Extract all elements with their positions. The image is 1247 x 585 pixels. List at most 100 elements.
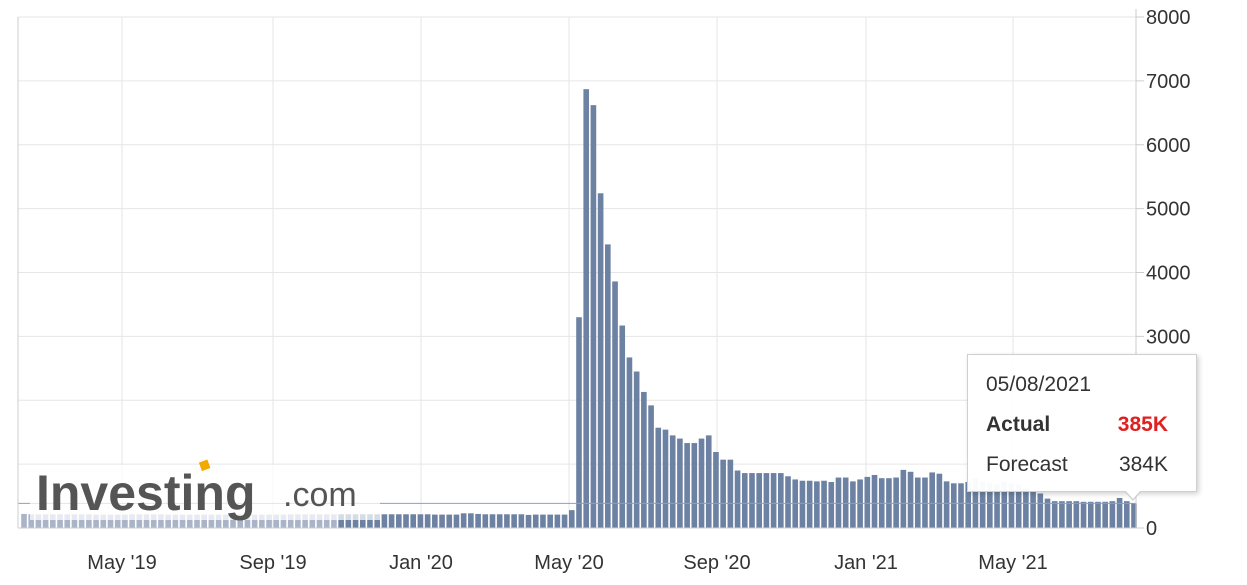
bar[interactable] [352, 514, 359, 528]
bar[interactable] [417, 514, 424, 528]
bar[interactable] [410, 514, 417, 528]
bar[interactable] [381, 514, 388, 528]
bar[interactable] [323, 514, 330, 528]
bar[interactable] [1059, 501, 1065, 528]
bar[interactable] [814, 481, 820, 528]
bar[interactable] [965, 482, 972, 528]
bar[interactable] [107, 514, 114, 528]
bar[interactable] [1044, 498, 1051, 528]
bar[interactable] [122, 514, 128, 528]
bar[interactable] [532, 514, 539, 528]
bar[interactable] [778, 473, 784, 528]
bar[interactable] [763, 473, 770, 528]
bar[interactable] [150, 514, 157, 528]
bar[interactable] [78, 514, 85, 528]
bar[interactable] [460, 513, 467, 528]
bar[interactable] [266, 514, 272, 528]
bar[interactable] [302, 514, 308, 528]
bar[interactable] [540, 514, 546, 528]
bar[interactable] [158, 514, 164, 528]
bar[interactable] [799, 480, 806, 528]
bar[interactable] [1030, 490, 1036, 528]
bar[interactable] [237, 514, 244, 528]
bar[interactable] [432, 514, 438, 528]
bar[interactable] [316, 514, 323, 528]
bar[interactable] [511, 514, 517, 528]
bar[interactable] [208, 514, 215, 528]
bar[interactable] [900, 469, 907, 528]
bar[interactable] [806, 480, 813, 528]
bar[interactable] [1087, 501, 1094, 528]
bar[interactable] [186, 514, 193, 528]
bar[interactable] [958, 483, 964, 528]
bar[interactable] [583, 89, 590, 529]
bar[interactable] [612, 281, 618, 528]
bar[interactable] [850, 481, 856, 528]
bar[interactable] [943, 481, 950, 528]
bar[interactable] [590, 105, 597, 529]
bar[interactable] [648, 405, 654, 528]
bar[interactable] [1123, 501, 1130, 528]
bar[interactable] [864, 476, 871, 528]
bar[interactable] [922, 477, 928, 528]
bar[interactable] [987, 482, 993, 528]
bar[interactable] [403, 514, 409, 528]
bar[interactable] [504, 514, 510, 528]
bar[interactable] [662, 429, 669, 528]
bar[interactable] [201, 514, 207, 528]
bar[interactable] [1095, 501, 1101, 528]
bar[interactable] [374, 514, 380, 528]
bar[interactable] [525, 514, 532, 528]
bar[interactable] [28, 514, 35, 528]
bar[interactable] [42, 514, 49, 528]
bar[interactable] [439, 514, 445, 528]
bar[interactable] [273, 514, 280, 528]
bar[interactable] [251, 514, 258, 528]
bar[interactable] [691, 443, 698, 528]
bar[interactable] [280, 514, 287, 528]
bar[interactable] [756, 473, 762, 528]
bar[interactable] [713, 451, 719, 528]
bar[interactable] [720, 459, 726, 528]
bar[interactable] [655, 427, 662, 528]
bar[interactable] [914, 477, 921, 528]
bar[interactable] [727, 459, 734, 528]
bar[interactable] [287, 514, 294, 528]
bar[interactable] [828, 482, 835, 528]
bar[interactable] [338, 514, 344, 528]
bar[interactable] [64, 514, 71, 528]
bar[interactable] [705, 435, 712, 528]
bar[interactable] [1037, 493, 1044, 528]
bar[interactable] [244, 514, 251, 528]
bar[interactable] [179, 514, 186, 528]
bar[interactable] [994, 484, 1000, 528]
bar[interactable] [1051, 501, 1058, 528]
bar[interactable] [468, 513, 474, 528]
bar[interactable] [785, 476, 791, 528]
bar[interactable] [424, 514, 431, 528]
bar[interactable] [871, 474, 878, 528]
bar[interactable] [1116, 497, 1123, 528]
bar[interactable] [669, 435, 676, 528]
bar[interactable] [1073, 501, 1080, 528]
bar[interactable] [597, 193, 604, 529]
bar[interactable] [1131, 503, 1137, 528]
bar[interactable] [835, 477, 842, 528]
bar[interactable] [684, 443, 690, 528]
bar[interactable] [698, 438, 705, 528]
bar[interactable] [446, 514, 453, 528]
bar[interactable] [259, 514, 265, 528]
bar[interactable] [1080, 501, 1087, 528]
bar[interactable] [143, 514, 150, 528]
bar[interactable] [367, 514, 373, 528]
bar[interactable] [136, 514, 143, 528]
bar[interactable] [86, 514, 92, 528]
bar[interactable] [1109, 501, 1116, 528]
bar[interactable] [619, 325, 626, 528]
bar[interactable] [215, 514, 222, 528]
bar[interactable] [71, 514, 78, 528]
bar[interactable] [554, 514, 561, 528]
bar[interactable] [1008, 483, 1015, 528]
bar[interactable] [936, 473, 943, 528]
bar[interactable] [114, 514, 121, 528]
